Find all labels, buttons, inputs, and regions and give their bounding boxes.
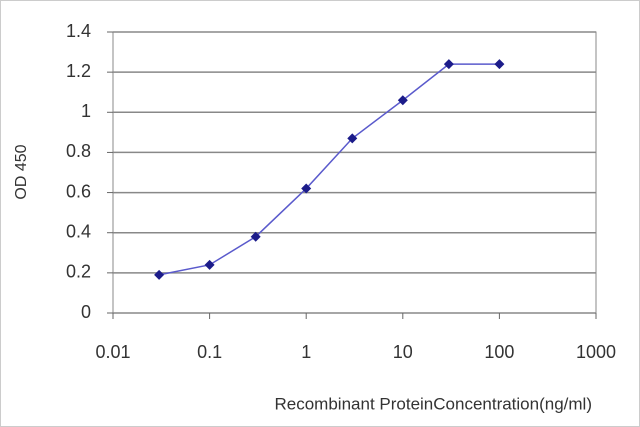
x-tick-label: 10: [393, 342, 413, 362]
series-line: [158, 63, 500, 276]
data-point: [494, 59, 505, 70]
x-tick-label: 100: [484, 342, 514, 362]
y-tick-label: 0: [81, 302, 91, 322]
x-tick-label: 1000: [576, 342, 616, 362]
data-point: [154, 269, 165, 280]
x-axis-label: Recombinant ProteinConcentration(ng/ml): [275, 394, 593, 413]
x-tick-label: 0.1: [197, 342, 222, 362]
y-tick-label: 1: [81, 101, 91, 121]
y-tick-label: 0.4: [66, 221, 91, 241]
y-tick-label: 0.6: [66, 181, 91, 201]
y-tick-label: 1.2: [66, 61, 91, 81]
data-point: [443, 59, 454, 70]
data-point: [397, 95, 408, 106]
data-point: [250, 231, 261, 242]
data-point: [204, 259, 215, 270]
x-tick-label: 0.01: [95, 342, 130, 362]
y-tick-label: 1.4: [66, 21, 91, 41]
data-point: [301, 183, 312, 194]
y-tick-label: 0.8: [66, 141, 91, 161]
plot-area: [112, 31, 597, 314]
y-tick-label: 0.2: [66, 262, 91, 282]
data-point: [347, 133, 358, 144]
x-tick-label: 1: [301, 342, 311, 362]
y-axis-label: OD 450: [13, 144, 30, 199]
